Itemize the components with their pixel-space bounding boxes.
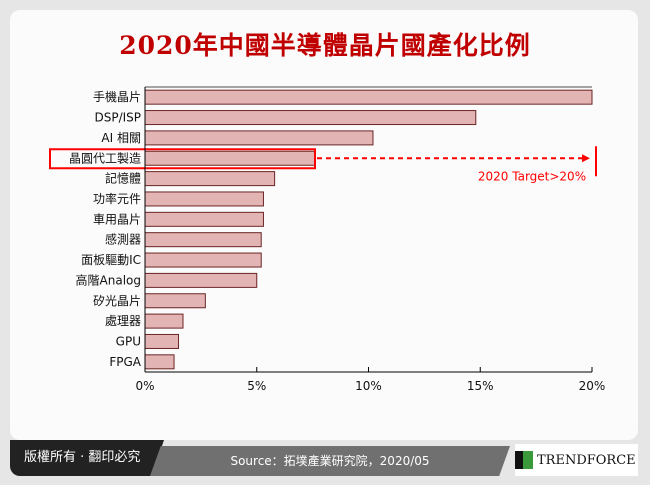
x-tick-label: 10% bbox=[355, 379, 382, 393]
bar bbox=[144, 354, 175, 370]
footer: 版權所有 · 翻印必究 Source：拓墣產業研究院，2020/05 TREND… bbox=[10, 440, 638, 476]
highlight-box bbox=[49, 148, 316, 170]
category-label: DSP/ISP bbox=[94, 111, 141, 125]
category-label: AI 相關 bbox=[101, 131, 141, 145]
bar bbox=[144, 333, 180, 349]
bar bbox=[144, 150, 316, 166]
category-label: 處理器 bbox=[105, 314, 141, 328]
chart-card bbox=[10, 10, 638, 440]
x-tick-label: 20% bbox=[579, 379, 606, 393]
source-note: Source：拓墣產業研究院，2020/05 bbox=[150, 446, 510, 476]
bar bbox=[144, 211, 264, 227]
chart-title: 2020年中國半導體晶片國產化比例 bbox=[119, 31, 531, 60]
copyright-notice: 版權所有 · 翻印必究 bbox=[10, 440, 164, 476]
category-label: GPU bbox=[116, 334, 141, 348]
category-label: 面板驅動IC bbox=[81, 253, 141, 267]
target-annotation: 2020 Target>20% bbox=[478, 169, 586, 183]
category-label: 手機晶片 bbox=[93, 89, 141, 104]
category-label: 車用晶片 bbox=[93, 212, 141, 226]
category-label: FPGA bbox=[109, 355, 141, 369]
bar bbox=[144, 110, 477, 126]
bar bbox=[144, 293, 206, 309]
trendforce-logo: TRENDFORCE bbox=[515, 444, 638, 476]
arrow-head-icon bbox=[582, 154, 590, 163]
bar bbox=[144, 89, 593, 105]
category-label: 功率元件 bbox=[93, 191, 141, 206]
category-label: 矽光晶片 bbox=[93, 293, 141, 308]
bar bbox=[144, 130, 374, 146]
x-tick-label: 15% bbox=[467, 379, 494, 393]
x-tick-label: 0% bbox=[135, 379, 154, 393]
logo-text: TRENDFORCE bbox=[537, 452, 636, 468]
bar bbox=[144, 191, 264, 207]
bar bbox=[144, 252, 262, 268]
bar bbox=[144, 272, 258, 288]
bar bbox=[144, 313, 184, 329]
logo-mark-icon bbox=[515, 451, 533, 469]
category-label: 高階Analog bbox=[76, 272, 141, 287]
category-label: 感測器 bbox=[105, 232, 141, 247]
category-label: 記憶體 bbox=[105, 171, 141, 186]
category-label: 晶圓代工製造 bbox=[69, 151, 141, 165]
bar bbox=[144, 232, 262, 248]
x-tick-label: 5% bbox=[247, 379, 266, 393]
bar bbox=[144, 171, 276, 187]
